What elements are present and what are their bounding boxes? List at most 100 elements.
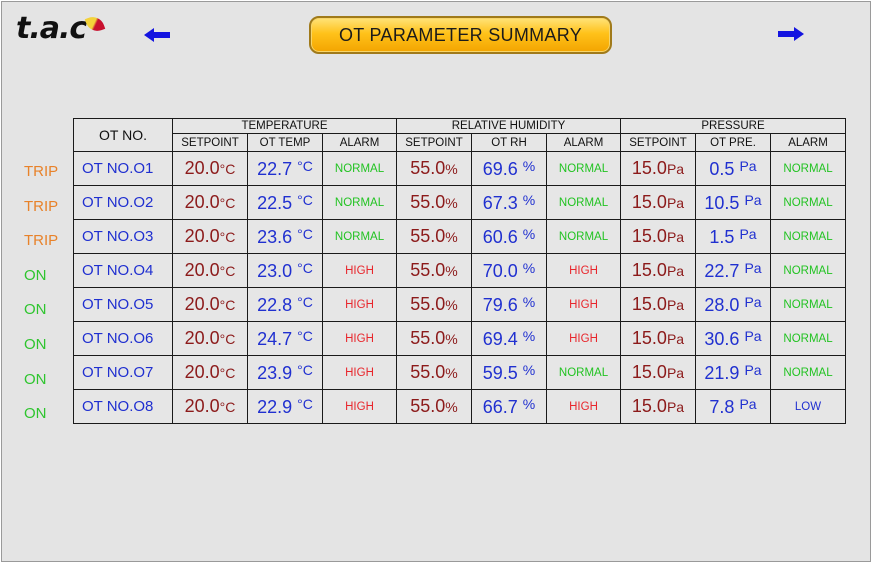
pressure-setpoint-unit: Pa xyxy=(666,263,685,279)
rh-setpoint: 55.0% xyxy=(396,287,472,322)
temp-setpoint: 20.0°C xyxy=(172,185,248,220)
rh-setpoint: 55.0% xyxy=(396,355,472,390)
ot-pressure-value: 0.5 xyxy=(709,158,735,179)
ot-pressure-header: OT PRE. xyxy=(695,133,771,152)
rh-setpoint-unit: % xyxy=(445,229,458,245)
rh-setpoint-unit: % xyxy=(445,297,458,313)
ot-status-label: ON xyxy=(24,336,47,353)
table-row[interactable]: OT NO.O4 20.0°C 23.0 °C HIGH 55.0% 70.0 % HIGH… xyxy=(73,253,846,288)
next-page-button[interactable] xyxy=(778,27,804,41)
temp-setpoint-value: 20.0 xyxy=(184,328,220,348)
rh-alarm: HIGH xyxy=(546,287,621,322)
ot-temp-unit: °C xyxy=(297,157,313,174)
table-row[interactable]: OT NO.O1 20.0°C 22.7 °C NORMAL 55.0% 69.6 % NO… xyxy=(73,151,846,186)
temp-setpoint-unit: °C xyxy=(219,331,236,347)
ot-rh: 60.6 % xyxy=(471,219,547,254)
ot-rh: 59.5 % xyxy=(471,355,547,390)
pressure-setpoint-value: 15.0 xyxy=(631,396,667,416)
ot-rh-value: 60.6 xyxy=(482,226,518,247)
temp-setpoint: 20.0°C xyxy=(172,321,248,356)
pressure-setpoint: 15.0Pa xyxy=(620,389,696,424)
table-row[interactable]: OT NO.O5 20.0°C 22.8 °C HIGH 55.0% 79.6 % HIGH… xyxy=(73,287,846,322)
ot-number[interactable]: OT NO.O8 xyxy=(73,389,173,424)
rh-alarm: NORMAL xyxy=(546,151,621,186)
ot-pressure-unit: Pa xyxy=(744,327,762,344)
pressure-setpoint-header: SETPOINT xyxy=(620,133,696,152)
pressure-alarm: NORMAL xyxy=(770,219,846,254)
ot-pressure-unit: Pa xyxy=(744,191,762,208)
temp-setpoint: 20.0°C xyxy=(172,355,248,390)
pressure-setpoint-value: 15.0 xyxy=(631,362,667,382)
ot-rh: 79.6 % xyxy=(471,287,547,322)
temp-alarm: HIGH xyxy=(322,389,397,424)
ot-number[interactable]: OT NO.O4 xyxy=(73,253,173,288)
ot-temp-value: 22.5 xyxy=(257,192,293,213)
ot-rh: 69.6 % xyxy=(471,151,547,186)
ot-pressure: 22.7 Pa xyxy=(695,253,771,288)
table-row[interactable]: OT NO.O8 20.0°C 22.9 °C HIGH 55.0% 66.7 % HIGH… xyxy=(73,389,846,424)
ot-rh-unit: % xyxy=(522,293,536,310)
ot-pressure: 10.5 Pa xyxy=(695,185,771,220)
ot-temp: 22.7 °C xyxy=(247,151,323,186)
rh-setpoint: 55.0% xyxy=(396,321,472,356)
temp-setpoint-value: 20.0 xyxy=(184,396,220,416)
temp-alarm: NORMAL xyxy=(322,219,397,254)
table-row[interactable]: OT NO.O3 20.0°C 23.6 °C NORMAL 55.0% 60.6 % NO… xyxy=(73,219,846,254)
pressure-group-header: PRESSURE xyxy=(620,118,846,134)
rh-setpoint-unit: % xyxy=(445,263,458,279)
rh-setpoint-value: 55.0 xyxy=(410,362,446,382)
pressure-setpoint: 15.0Pa xyxy=(620,219,696,254)
pressure-alarm: LOW xyxy=(770,389,846,424)
ot-status-label: TRIP xyxy=(24,163,59,180)
ot-temp-unit: °C xyxy=(297,191,313,208)
ot-pressure: 28.0 Pa xyxy=(695,287,771,322)
ot-pressure-unit: Pa xyxy=(744,361,762,378)
ot-rh-unit: % xyxy=(522,327,536,344)
rh-alarm: HIGH xyxy=(546,253,621,288)
ot-number[interactable]: OT NO.O1 xyxy=(73,151,173,186)
pressure-setpoint-value: 15.0 xyxy=(631,294,667,314)
ot-temp-unit: °C xyxy=(297,395,313,412)
temp-setpoint-unit: °C xyxy=(219,399,236,415)
pressure-alarm: NORMAL xyxy=(770,151,846,186)
rh-alarm: NORMAL xyxy=(546,219,621,254)
rh-setpoint-unit: % xyxy=(445,331,458,347)
prev-page-button[interactable] xyxy=(144,28,170,42)
ot-pressure: 30.6 Pa xyxy=(695,321,771,356)
pressure-setpoint-unit: Pa xyxy=(666,161,685,177)
ot-number[interactable]: OT NO.O7 xyxy=(73,355,173,390)
temp-setpoint: 20.0°C xyxy=(172,389,248,424)
table-row[interactable]: OT NO.O6 20.0°C 24.7 °C HIGH 55.0% 69.4 % HIGH… xyxy=(73,321,846,356)
ot-pressure-unit: Pa xyxy=(744,293,762,310)
temp-setpoint-value: 20.0 xyxy=(184,260,220,280)
pressure-setpoint: 15.0Pa xyxy=(620,151,696,186)
rh-setpoint-value: 55.0 xyxy=(410,328,446,348)
pressure-setpoint-unit: Pa xyxy=(666,195,685,211)
ot-number[interactable]: OT NO.O2 xyxy=(73,185,173,220)
ot-number[interactable]: OT NO.O3 xyxy=(73,219,173,254)
ot-number[interactable]: OT NO.O5 xyxy=(73,287,173,322)
ot-rh-value: 79.6 xyxy=(482,294,518,315)
ot-rh-value: 67.3 xyxy=(482,192,518,213)
ot-rh: 70.0 % xyxy=(471,253,547,288)
pressure-setpoint-value: 15.0 xyxy=(631,192,667,212)
ot-pressure: 21.9 Pa xyxy=(695,355,771,390)
table-row[interactable]: OT NO.O7 20.0°C 23.9 °C HIGH 55.0% 59.5 % NORM… xyxy=(73,355,846,390)
ot-temp-unit: °C xyxy=(297,361,313,378)
rh-setpoint: 55.0% xyxy=(396,185,472,220)
rh-setpoint-value: 55.0 xyxy=(410,396,446,416)
table-row[interactable]: OT NO.O2 20.0°C 22.5 °C NORMAL 55.0% 67.3 % NO… xyxy=(73,185,846,220)
temperature-group-header: TEMPERATURE xyxy=(172,118,397,134)
rh-alarm: NORMAL xyxy=(546,355,621,390)
temp-setpoint-header: SETPOINT xyxy=(172,133,248,152)
ot-temp-value: 23.6 xyxy=(257,226,293,247)
ot-temp-header: OT TEMP xyxy=(247,133,323,152)
temp-alarm: NORMAL xyxy=(322,151,397,186)
rh-setpoint-value: 55.0 xyxy=(410,158,446,178)
temp-setpoint-value: 20.0 xyxy=(184,158,220,178)
ot-temp: 23.9 °C xyxy=(247,355,323,390)
ot-temp-unit: °C xyxy=(297,225,313,242)
ot-number[interactable]: OT NO.O6 xyxy=(73,321,173,356)
ot-temp-value: 22.7 xyxy=(257,158,293,179)
otno-header: OT NO. xyxy=(73,118,173,152)
